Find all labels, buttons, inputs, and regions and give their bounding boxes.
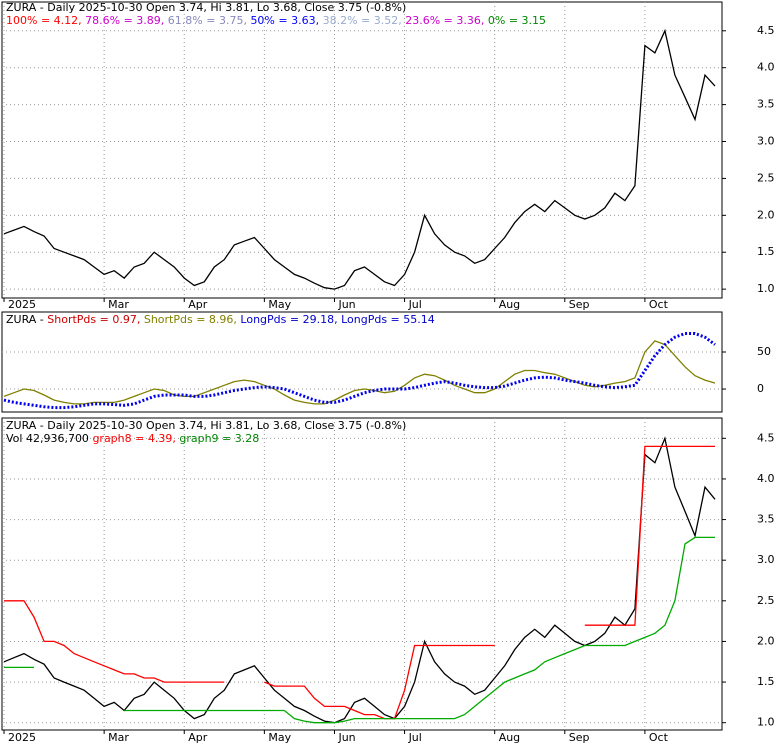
header-text: LongPds = 55.14 xyxy=(341,313,435,326)
y-tick-label: 4.0 xyxy=(757,61,775,74)
header-text: 23.6% = 3.36, xyxy=(405,14,488,27)
x-tick-label: Aug xyxy=(499,731,520,744)
x-tick-label: Sep xyxy=(569,298,590,311)
x-tick-label: Oct xyxy=(649,298,669,311)
y-tick-label: 0 xyxy=(757,382,764,395)
header-text: 50% = 3.63, xyxy=(250,14,322,27)
x-tick-label: May xyxy=(268,731,291,744)
x-tick-label: 2025 xyxy=(8,731,36,744)
panel-frame xyxy=(1,311,723,413)
series-line xyxy=(4,536,715,724)
y-tick-label: 2.5 xyxy=(757,594,775,607)
header-text: 0% = 3.15 xyxy=(488,14,546,27)
y-tick-label: 1.5 xyxy=(757,245,775,258)
x-tick-label: 2025 xyxy=(8,298,36,311)
header-text: LongPds = 29.18, xyxy=(240,313,341,326)
y-tick-label: 2.0 xyxy=(757,634,775,647)
series-line xyxy=(4,445,715,720)
y-tick-label: 2.0 xyxy=(757,208,775,221)
y-tick-label: 1.0 xyxy=(757,282,775,295)
x-tick-label: Apr xyxy=(188,731,208,744)
panel-frame xyxy=(1,417,723,731)
y-tick-label: 1.0 xyxy=(757,716,775,729)
x-tick-label: Aug xyxy=(499,298,520,311)
header-text: Vol 42,936,700 xyxy=(6,432,92,445)
y-tick-label: 3.5 xyxy=(757,98,775,111)
header-text: 38.2% = 3.52, xyxy=(323,14,406,27)
x-tick-label: Jun xyxy=(337,731,355,744)
x-tick-label: Jul xyxy=(408,298,422,311)
x-tick-label: Mar xyxy=(108,731,129,744)
y-tick-label: 3.0 xyxy=(757,553,775,566)
series-line xyxy=(3,436,716,724)
y-tick-label: 3.0 xyxy=(757,135,775,148)
x-tick-label: Oct xyxy=(649,731,669,744)
header-text: graph8 = 4.39, xyxy=(92,432,179,445)
x-tick-label: Jul xyxy=(408,731,422,744)
y-tick-label: 50 xyxy=(757,345,771,358)
y-tick-label: 2.5 xyxy=(757,171,775,184)
header-text: graph9 = 3.28 xyxy=(179,432,259,445)
y-tick-label: 1.5 xyxy=(757,675,775,688)
header-text: ShortPds = 8.96, xyxy=(144,313,241,326)
header-text: ZURA - Daily 2025-10-30 Open 3.74, Hi 3.… xyxy=(6,1,406,14)
header-line: ZURA - Daily 2025-10-30 Open 3.74, Hi 3.… xyxy=(6,419,406,432)
header-text: ShortPds = 0.97, xyxy=(47,313,144,326)
header-line: 100% = 4.12, 78.6% = 3.89, 61.8% = 3.75,… xyxy=(6,14,546,27)
header-line: ZURA - ShortPds = 0.97, ShortPds = 8.96,… xyxy=(6,313,435,326)
x-tick-label: Mar xyxy=(108,298,129,311)
y-tick-label: 3.5 xyxy=(757,513,775,526)
header-text: ZURA - Daily 2025-10-30 Open 3.74, Hi 3.… xyxy=(6,419,406,432)
y-tick-label: 4.5 xyxy=(757,24,775,37)
header-text: 61.8% = 3.75, xyxy=(168,14,251,27)
header-text: ZURA - xyxy=(6,313,47,326)
y-tick-label: 4.5 xyxy=(757,431,775,444)
header-text: 100% = 4.12, xyxy=(6,14,85,27)
x-tick-label: Sep xyxy=(569,731,590,744)
x-tick-label: Jun xyxy=(337,298,355,311)
header-line: ZURA - Daily 2025-10-30 Open 3.74, Hi 3.… xyxy=(6,1,406,14)
x-tick-label: May xyxy=(268,298,291,311)
panel-frame xyxy=(1,1,723,299)
header-text: 78.6% = 3.89, xyxy=(85,14,168,27)
y-tick-label: 4.0 xyxy=(757,472,775,485)
series-line xyxy=(3,340,716,405)
series-line xyxy=(3,332,716,410)
series-line xyxy=(3,28,716,290)
header-line: Vol 42,936,700 graph8 = 4.39, graph9 = 3… xyxy=(6,432,259,445)
x-tick-label: Apr xyxy=(188,298,208,311)
